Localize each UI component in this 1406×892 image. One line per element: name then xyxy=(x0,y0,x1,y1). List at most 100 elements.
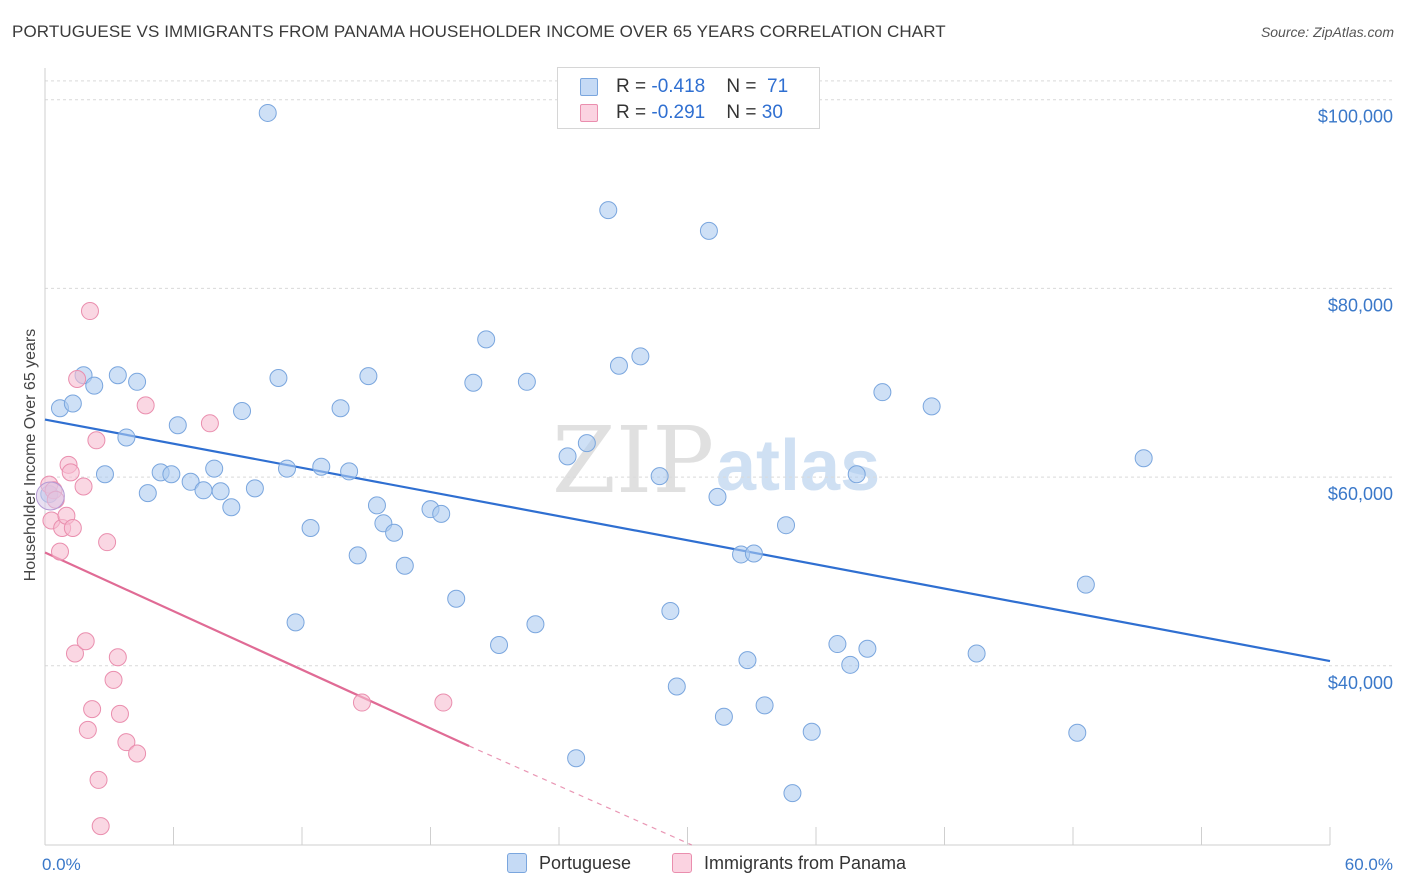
point-portuguese xyxy=(269,369,288,388)
y-tick-label: $40,000 xyxy=(1328,673,1393,693)
point-panama xyxy=(136,396,155,415)
point-portuguese xyxy=(873,383,892,402)
point-portuguese xyxy=(828,635,847,654)
legend-swatch-panama xyxy=(580,104,598,122)
point-portuguese xyxy=(162,465,181,484)
point-panama xyxy=(89,770,108,789)
point-panama xyxy=(74,477,93,496)
legend-r-value: -0.291 xyxy=(651,102,706,123)
point-portuguese xyxy=(567,749,586,768)
legend-n-label: N = xyxy=(726,76,762,97)
point-portuguese xyxy=(714,707,733,726)
point-portuguese xyxy=(650,467,669,486)
point-portuguese xyxy=(841,655,860,674)
data-points xyxy=(35,103,1153,836)
point-panama xyxy=(78,720,97,739)
point-portuguese xyxy=(138,484,157,503)
point-panama xyxy=(104,670,123,689)
point-portuguese xyxy=(359,367,378,386)
point-portuguese xyxy=(205,459,224,478)
point-portuguese xyxy=(432,504,451,523)
point-portuguese xyxy=(464,373,483,392)
point-portuguese xyxy=(667,677,686,696)
point-portuguese xyxy=(85,376,104,395)
point-portuguese xyxy=(168,416,187,435)
point-portuguese xyxy=(128,372,147,391)
watermark: ZIP atlas xyxy=(552,407,880,514)
point-portuguese xyxy=(599,201,618,220)
point-portuguese xyxy=(233,402,252,421)
point-panama xyxy=(200,414,219,433)
point-portuguese xyxy=(517,372,536,391)
point-panama xyxy=(128,744,147,763)
bottom-legend-swatch-panama xyxy=(672,853,692,873)
point-panama xyxy=(91,817,110,836)
point-portuguese xyxy=(447,589,466,608)
point-portuguese xyxy=(631,347,650,366)
bottom-legend-label-panama: Immigrants from Panama xyxy=(704,853,907,873)
point-portuguese xyxy=(744,544,763,563)
axes xyxy=(44,68,1331,846)
point-portuguese xyxy=(1076,575,1095,594)
legend-r-value: -0.418 xyxy=(651,76,706,97)
point-portuguese xyxy=(577,434,596,453)
point-portuguese xyxy=(278,459,297,478)
point-portuguese xyxy=(847,465,866,484)
point-panama xyxy=(65,644,84,663)
point-portuguese xyxy=(286,613,305,632)
point-portuguese xyxy=(1068,723,1087,742)
point-portuguese xyxy=(738,651,757,670)
watermark-atlas: atlas xyxy=(716,426,880,506)
point-portuguese xyxy=(348,546,367,565)
watermark-zip: ZIP xyxy=(552,407,714,514)
point-portuguese xyxy=(802,722,821,741)
point-panama xyxy=(110,704,129,723)
point-portuguese xyxy=(331,399,350,418)
point-portuguese xyxy=(222,498,241,517)
legend-swatch-portuguese xyxy=(580,78,598,96)
point-portuguese xyxy=(245,479,264,498)
legend-n-label: N = xyxy=(726,102,762,123)
trendline-panama xyxy=(44,551,470,747)
y-axis-label: Householder Income Over 65 years xyxy=(22,329,39,582)
gridlines xyxy=(45,80,1395,667)
point-portuguese xyxy=(211,482,230,501)
point-portuguese xyxy=(63,394,82,413)
point-panama xyxy=(434,693,453,712)
point-panama xyxy=(61,463,80,482)
point-panama xyxy=(68,369,87,388)
legend-r-label: R = xyxy=(616,76,652,97)
point-portuguese xyxy=(477,330,496,349)
point-panama xyxy=(80,302,99,321)
correlation-legend: R = -0.418 N = 71 R = -0.291 N = 30 xyxy=(557,67,820,129)
point-overlap xyxy=(35,481,65,511)
point-panama xyxy=(63,519,82,538)
point-panama xyxy=(76,632,95,651)
y-tick-label: $80,000 xyxy=(1328,295,1393,315)
point-portuguese xyxy=(609,356,628,375)
point-portuguese xyxy=(967,644,986,663)
x-tick-label: 60.0% xyxy=(1345,855,1393,874)
point-portuguese xyxy=(661,602,680,621)
chart-title: PORTUGUESE VS IMMIGRANTS FROM PANAMA HOU… xyxy=(12,22,946,41)
point-portuguese xyxy=(490,636,509,655)
point-panama xyxy=(117,733,136,752)
point-portuguese xyxy=(181,472,200,491)
point-portuguese xyxy=(95,465,114,484)
trendlines xyxy=(44,418,1331,846)
legend-n-value: 30 xyxy=(761,102,783,123)
point-portuguese xyxy=(395,556,414,575)
point-portuguese xyxy=(755,696,774,715)
bottom-legend-swatch-portuguese xyxy=(507,853,527,873)
point-portuguese xyxy=(699,221,718,240)
point-panama xyxy=(87,431,106,450)
point-panama xyxy=(108,648,127,667)
bottom-legend-label-portuguese: Portuguese xyxy=(539,853,632,873)
point-portuguese xyxy=(777,516,796,535)
chart-source: Source: ZipAtlas.com xyxy=(1260,24,1394,40)
point-portuguese xyxy=(194,481,213,500)
point-portuguese xyxy=(340,462,359,481)
y-tick-label: $60,000 xyxy=(1328,484,1393,504)
point-portuguese xyxy=(1134,449,1153,468)
